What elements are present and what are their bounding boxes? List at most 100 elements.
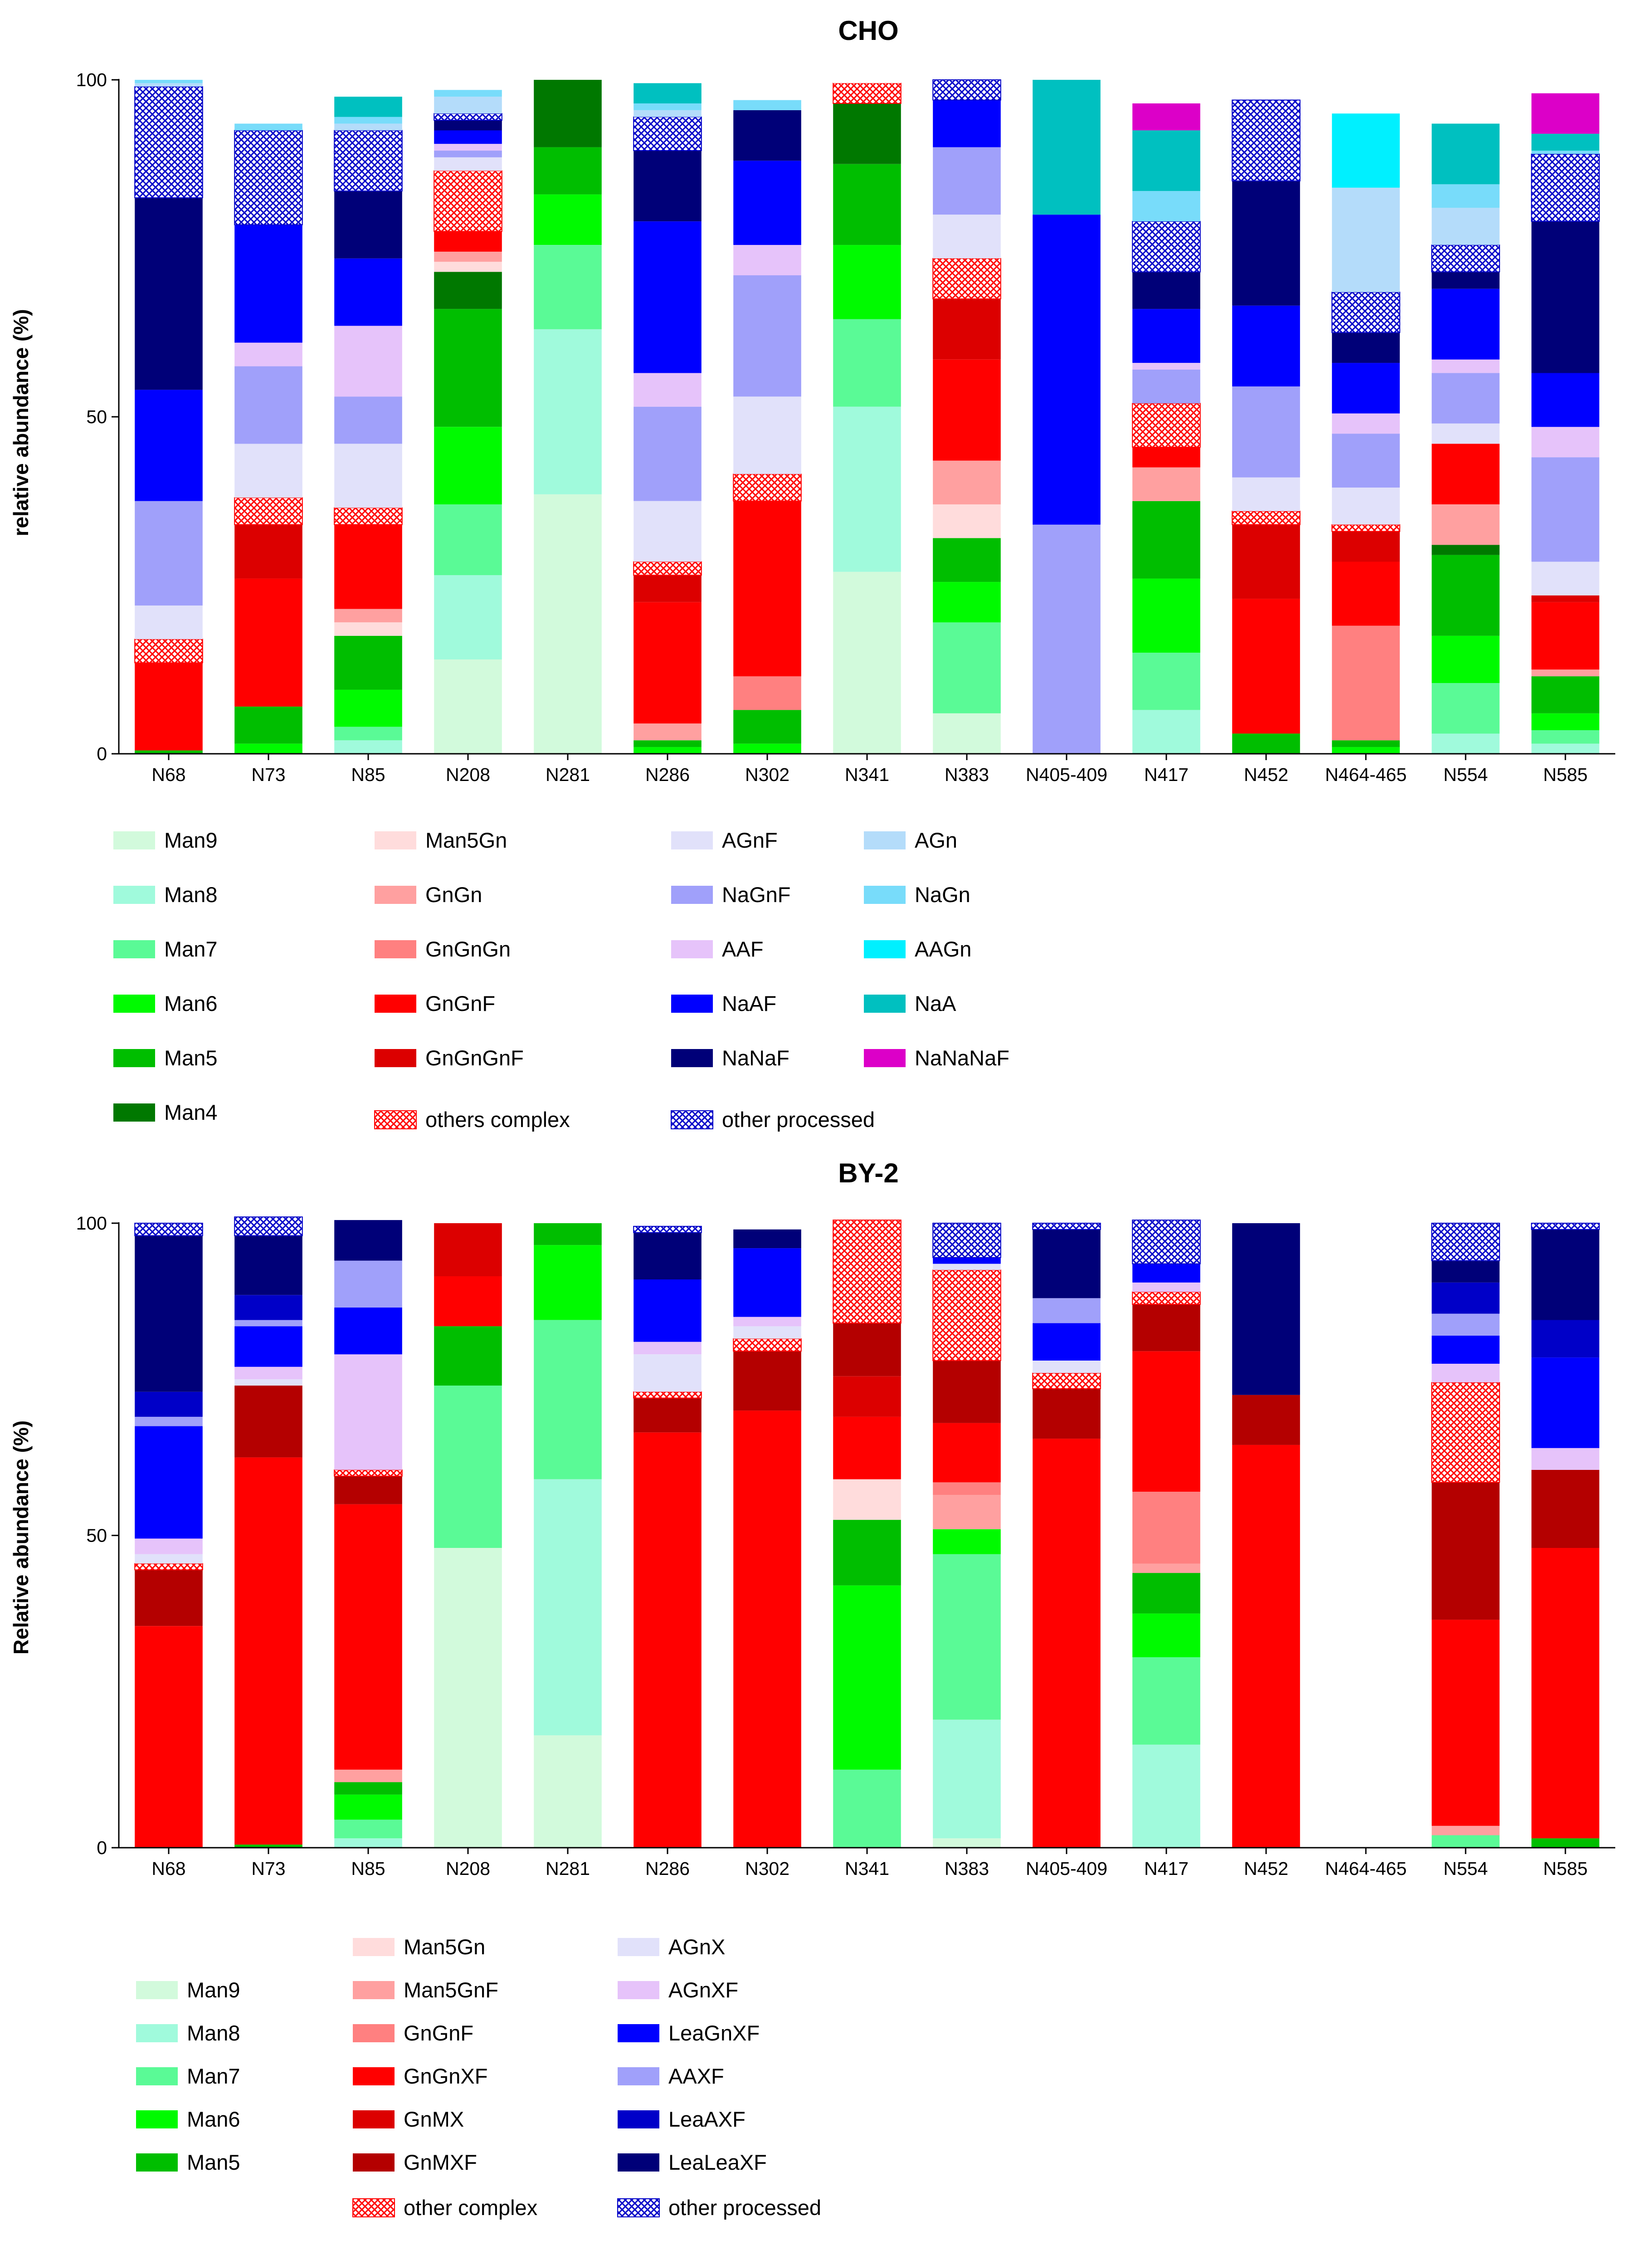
- legend-label-gngngn: GnGnGn: [425, 937, 511, 961]
- bar-segment-n417-gnmxf: [1132, 1304, 1200, 1352]
- bar-segment-n302-gnmxf: [733, 1351, 801, 1411]
- legend-swatch-man5: [113, 1049, 155, 1067]
- legend-label-gngn: GnGn: [425, 883, 482, 907]
- x-tick-label-n464-465: N464-465: [1325, 1858, 1407, 1879]
- y-tick-label: 100: [76, 1213, 107, 1234]
- bar-segment-n302-gngngn: [733, 676, 801, 710]
- bar-segment-n73-gngnf: [234, 578, 302, 707]
- bar-segment-n286-other-processed: [633, 116, 702, 151]
- bar-segment-n85-aaf: [334, 326, 402, 397]
- bar-segment-n585-agnf: [1531, 561, 1599, 595]
- legend-label-man6: Man6: [187, 2107, 240, 2131]
- bar-segment-n585-naaf: [1531, 373, 1599, 427]
- bar-segment-n85-nagnf: [334, 396, 402, 444]
- bar-segment-n302-others-complex: [733, 473, 802, 502]
- bar-segment-n341-man5gn: [833, 1479, 901, 1520]
- bar-segment-n302-man5: [733, 710, 801, 744]
- bar-segment-n554-gngn: [1432, 504, 1500, 545]
- bar-segment-n341-man9: [833, 571, 901, 754]
- x-tick-label-n554: N554: [1443, 764, 1488, 785]
- bar-segment-n585-man5: [1531, 676, 1599, 713]
- bar-segment-n281-man7: [534, 245, 602, 329]
- x-tick-label-n405-409: N405-409: [1026, 1858, 1107, 1879]
- legend-label-man8: Man8: [187, 2021, 240, 2045]
- bar-segment-n417-nanaf: [1132, 272, 1200, 309]
- plot-area: 0 50 100 N68 N73 N85 N208 N281 N286 N302 N341 N383 N…: [76, 1213, 1615, 1879]
- bar-segment-n452-gngnxf: [1232, 1445, 1300, 1848]
- bar-segment-n286-lealeaxf: [634, 1232, 702, 1279]
- bar-segment-n286-agn: [634, 110, 702, 117]
- bar-segment-n85-agnf: [334, 444, 402, 508]
- bar-segment-n452-man5: [1232, 733, 1300, 754]
- bar-segment-n464-465-nagnf: [1332, 434, 1400, 488]
- bar-segment-n341-other-complex: [833, 1220, 902, 1324]
- x-tick-label-n208: N208: [446, 1858, 490, 1879]
- bar-segment-n554-agnxf: [1432, 1363, 1500, 1383]
- legend-swatch-agnxf: [618, 1981, 659, 1999]
- bar-segment-n554-man7: [1432, 683, 1500, 734]
- bar-segment-n73-man5: [234, 707, 302, 744]
- bar-segment-n85-other-complex: [334, 1469, 403, 1477]
- bar-segment-n302-man6: [733, 743, 801, 754]
- bar-segment-n554-gngnf: [1432, 444, 1500, 505]
- by2-chart: BY-2 Relative abundance (%) 0 50 100 N68 N73…: [9, 1158, 1615, 2220]
- bar-segment-n554-man7: [1432, 1835, 1500, 1848]
- bar-segment-n585-gngngnf: [1531, 595, 1599, 602]
- bar-segment-n417-man6: [1132, 1613, 1200, 1657]
- bar-segment-n85-man5: [334, 636, 402, 690]
- bar-segment-n452-other-processed: [1232, 99, 1301, 181]
- legend-label-man5gnf: Man5GnF: [404, 1978, 498, 2002]
- bar-segment-n585-man5: [1531, 1838, 1599, 1848]
- bar-segment-n73-gngnxf: [234, 1457, 302, 1845]
- bar-segment-n585-nagn: [1531, 151, 1599, 154]
- bar-segment-n464-465-man6: [1332, 747, 1400, 754]
- legend-swatch-man6: [113, 995, 155, 1013]
- bar-segment-n383-gngnf: [933, 1482, 1001, 1495]
- legend-swatch-man7: [136, 2067, 178, 2085]
- y-tick-label: 0: [97, 743, 107, 764]
- bar-segment-n73-man6: [234, 743, 302, 754]
- legend-swatch-other-processed: [617, 2198, 660, 2217]
- legend-swatch-gngn: [375, 886, 416, 904]
- legend-swatch-gngngn: [375, 940, 416, 958]
- bar-segment-n585-nananaf: [1531, 93, 1599, 134]
- legend-swatch-agnx: [618, 1938, 659, 1956]
- bar-segment-n68-leaaxf: [135, 1391, 203, 1417]
- bar-segment-n286-man5: [634, 740, 702, 747]
- bar-segment-n554-man5gnf: [1432, 1825, 1500, 1835]
- bar-segment-n85-man5: [334, 1782, 402, 1795]
- bar-segment-n554-aaxf: [1432, 1313, 1500, 1336]
- bar-segment-n302-lealeaxf: [733, 1229, 801, 1249]
- x-tick-label-n341: N341: [845, 1858, 889, 1879]
- bar-segment-n302-agnx: [733, 1326, 801, 1339]
- bar-segment-n383-other-complex: [932, 1269, 1001, 1362]
- bar-segment-n286-gngnf: [634, 602, 702, 724]
- bar-segment-n73-gngngnf: [234, 524, 302, 579]
- legend-swatch-man5gnf: [353, 1981, 395, 1999]
- bar-segment-n452-nanaf: [1232, 181, 1300, 306]
- y-tick-label: 100: [76, 69, 107, 90]
- bar-segment-n341-white: [833, 80, 901, 83]
- bar-segment-n341-man8: [833, 406, 901, 572]
- bar-segment-n464-465-nanaf: [1332, 332, 1400, 363]
- bar-segment-n73-naaf: [234, 224, 302, 343]
- legend-label-gngngnf: GnGnGnF: [425, 1046, 524, 1070]
- bar-segment-n383-man6: [933, 582, 1001, 623]
- legend-swatch-man4: [113, 1103, 155, 1122]
- bar-segment-n68-nagn: [135, 80, 203, 83]
- bar-segment-n464-465-other-processed: [1331, 292, 1400, 333]
- bar-segment-n286-agnx: [634, 1354, 702, 1392]
- cho-chart: CHO relative abundance (%) 0 50 100 N68 N73 N…: [9, 15, 1615, 1132]
- bar-segment-n302-leagnxf: [733, 1248, 801, 1317]
- legend-swatch-man5gn: [353, 1938, 395, 1956]
- bar-segment-n417-other-processed: [1132, 1220, 1201, 1264]
- legend-swatch-leaaxf: [618, 2110, 659, 2128]
- bar-segment-n383-man5gnf: [933, 1495, 1001, 1529]
- y-tick-label: 0: [97, 1837, 107, 1858]
- bar-segment-n341-man5: [833, 164, 901, 245]
- bar-segment-n73-man5: [234, 1845, 302, 1848]
- bar-segment-n341-gnmx: [833, 1376, 901, 1417]
- legend-swatch-leagnxf: [618, 2024, 659, 2042]
- bar-segment-n585-nagnf: [1531, 457, 1599, 562]
- bar-segment-n585-gngnxf: [1531, 1548, 1599, 1839]
